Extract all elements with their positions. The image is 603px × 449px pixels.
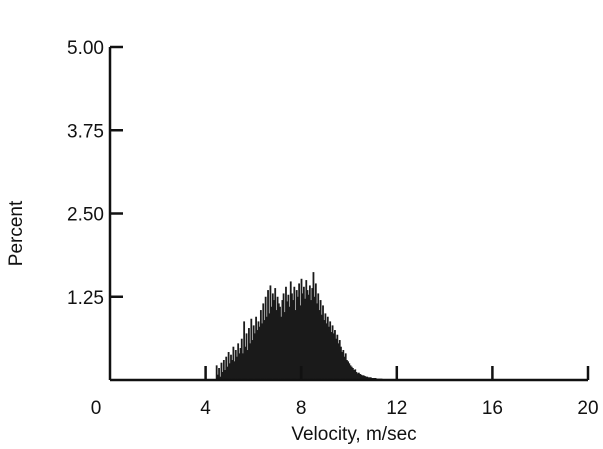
histogram-bars bbox=[216, 272, 385, 380]
y-axis-title: Percent bbox=[6, 200, 27, 266]
y-tick-label: 5.00 bbox=[67, 38, 104, 59]
y-tick-label: 1.25 bbox=[67, 288, 104, 309]
x-tick-label: 16 bbox=[482, 398, 503, 419]
y-tick-label: 2.50 bbox=[67, 205, 104, 226]
x-tick-label: 4 bbox=[200, 398, 211, 419]
x-tick-label: 0 bbox=[91, 398, 102, 419]
y-tick-label: 3.75 bbox=[67, 121, 104, 142]
chart-axes bbox=[110, 47, 588, 380]
x-tick-label: 12 bbox=[386, 398, 407, 419]
x-axis-title: Velocity, m/sec bbox=[291, 424, 416, 445]
x-tick-label: 20 bbox=[577, 398, 598, 419]
x-tick-label: 8 bbox=[296, 398, 307, 419]
